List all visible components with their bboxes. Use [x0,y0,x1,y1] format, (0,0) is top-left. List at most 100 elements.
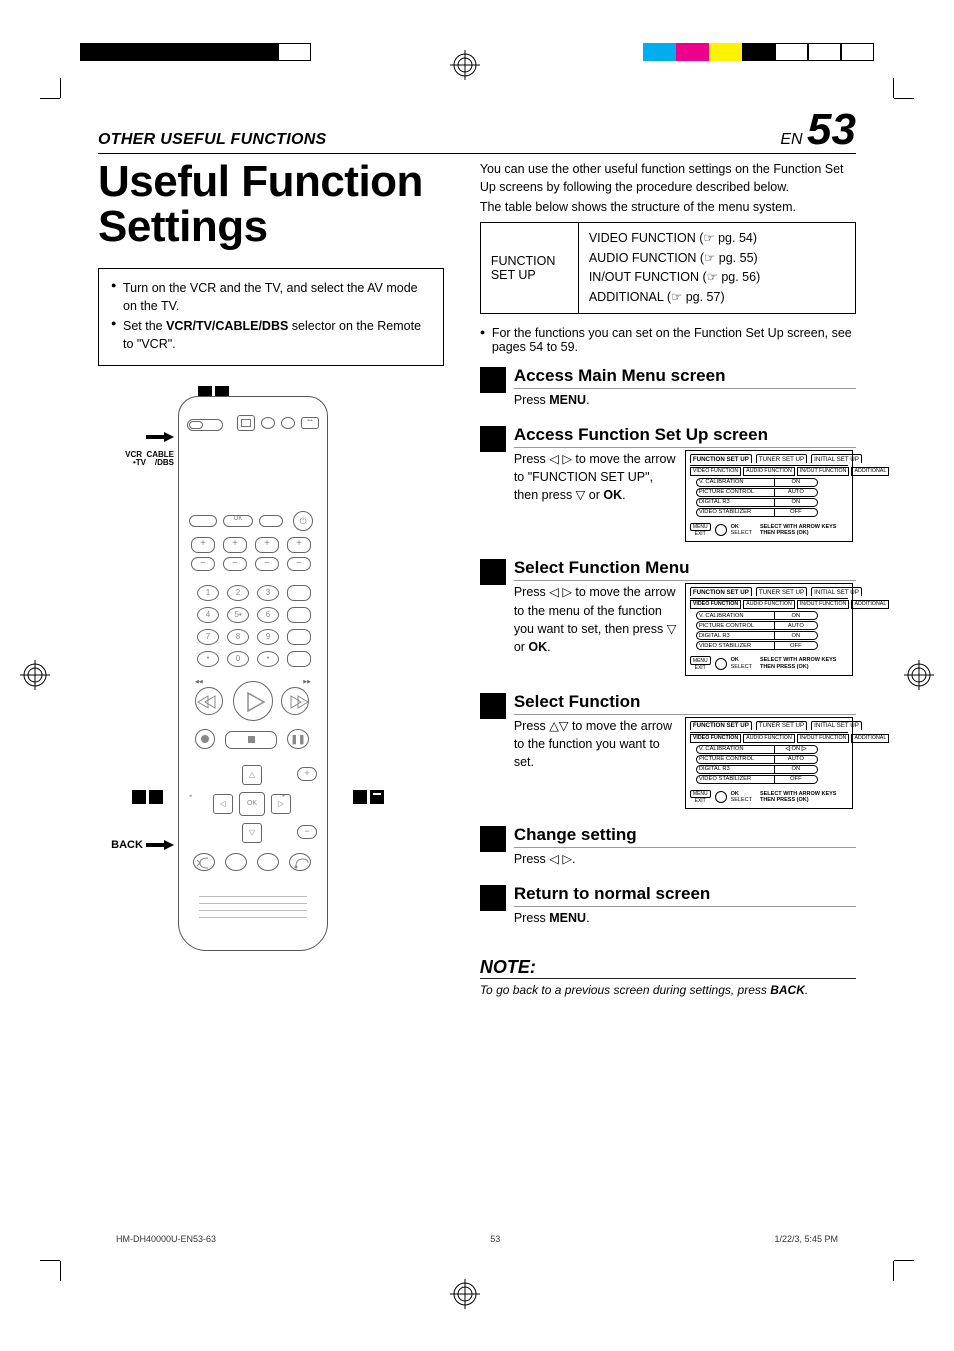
osd-tab: FUNCTION SET UP [690,587,752,596]
remote-button: ••• [301,417,319,429]
nav-square [353,790,367,804]
remote-rec-button [195,729,215,749]
step-title: Return to normal screen [514,884,856,907]
remote-transport-button [195,687,223,715]
structure-item: ADDITIONAL (☞ pg. 57) [589,288,845,307]
page-number-big: 53 [807,105,856,154]
remote-grip [199,890,307,930]
osd-subtab: ADDITIONAL [851,467,889,476]
step: Select Function MenuPress ◁ ▷ to move th… [480,558,856,675]
footer: HM-DH40000U-EN53-63 53 1/22/3, 5:45 PM [116,1234,838,1244]
registration-mark-right [904,660,934,690]
step-number-box [480,885,506,911]
step-number-box [480,559,506,585]
step-desc: Press ◁ ▷ to move the arrow to "FUNCTION… [514,450,679,504]
step: Select FunctionPress △▽ to move the arro… [480,692,856,809]
remote-number-button: 2 [227,585,249,601]
nav-square [149,790,163,804]
page-prefix: EN [780,131,802,148]
nav-square [132,790,146,804]
osd-hint: MENUEXIT OKSELECT SELECT WITH ARROW KEYS… [690,523,848,538]
osd-subtab: VIDEO FUNCTION [690,467,741,476]
remote-button: − [223,557,247,571]
osd-option-row: VIDEO STABILIZEROFF [696,641,842,650]
osd-screenshot: FUNCTION SET UPTUNER SET UPINITIAL SET U… [685,717,853,809]
step-desc: Press △▽ to move the arrow to the functi… [514,717,679,771]
step: Return to normal screenPress MENU. [480,884,856,927]
section-title: OTHER USEFUL FUNCTIONS [98,131,327,149]
page-number: EN 53 [780,112,856,149]
intro-bullet: Turn on the VCR and the TV, and select t… [111,279,431,315]
osd-option-row: PICTURE CONTROLAUTO [696,755,842,764]
step-number-box [480,826,506,852]
osd-screenshot: FUNCTION SET UPTUNER SET UPINITIAL SET U… [685,583,853,675]
step-desc: Press ◁ ▷. [514,850,856,868]
remote-button [287,629,311,645]
remote-back-button [193,853,215,871]
osd-tab: INITIAL SET UP [811,587,862,596]
osd-option-row: DIGITAL R3ON [696,765,842,774]
registration-mark-left [20,660,50,690]
remote-button [225,853,247,871]
nav-square [370,790,384,804]
osd-hint: MENUEXIT OKSELECT SELECT WITH ARROW KEYS… [690,790,848,805]
osd-subtab: ADDITIONAL [851,734,889,743]
bullet-note: For the functions you can set on the Fun… [480,326,856,354]
remote-button: + [297,767,317,781]
osd-subtab: AUDIO FUNCTION [743,734,795,743]
osd-subtab: VIDEO FUNCTION [690,734,741,743]
step-title: Access Function Set Up screen [514,425,856,448]
step: Change settingPress ◁ ▷. [480,825,856,868]
remote-pause-button: ❚❚ [287,729,309,749]
remote-number-button: 3 [257,585,279,601]
remote-button: + [287,537,311,553]
step-title: Select Function [514,692,856,715]
step-number-box [480,367,506,393]
remote-dpad: △ ▽ ◁ ▷ OK [213,765,291,843]
remote-button: + [223,537,247,553]
remote-button: + [191,537,215,553]
remote-selector-label: VCR CABLE •TV /DBS [94,414,174,477]
remote-button [237,415,255,431]
step: Access Main Menu screen Press MENU. [480,366,856,409]
step-number-box [480,693,506,719]
osd-tab: INITIAL SET UP [811,454,862,463]
osd-option-row: V. CALIBRATIONON [696,611,842,620]
step-desc: Press ◁ ▷ to move the arrow to the menu … [514,583,679,656]
remote-button: − [255,557,279,571]
osd-subtab: AUDIO FUNCTION [743,600,795,609]
step-title: Access Main Menu screen [514,366,856,389]
osd-subtab: IN/OUT FUNCTION [797,734,850,743]
remote-label: ▸ [282,793,285,799]
osd-tab: TUNER SET UP [756,454,807,463]
remote-number-button: 0 [227,651,249,667]
step-desc: Press MENU. [514,391,856,409]
remote-button [261,417,275,429]
osd-tab: INITIAL SET UP [811,721,862,730]
step-title: Select Function Menu [514,558,856,581]
osd-subtab: IN/OUT FUNCTION [797,467,850,476]
structure-item: AUDIO FUNCTION (☞ pg. 55) [589,249,845,268]
remote-number-button: 6 [257,607,279,623]
footer-right: 1/22/3, 5:45 PM [774,1234,838,1244]
remote-button: ⏻ [293,511,313,531]
remote-number-button: 4 [197,607,219,623]
structure-item: VIDEO FUNCTION (☞ pg. 54) [589,229,845,248]
osd-subtab: AUDIO FUNCTION [743,467,795,476]
remote-number-button: 8 [227,629,249,645]
registration-mark-top [450,50,480,80]
structure-item: IN/OUT FUNCTION (☞ pg. 56) [589,268,845,287]
osd-option-row: V. CALIBRATION◁ ON ▷ [696,745,842,754]
note-heading: NOTE: [480,957,856,979]
registration-mark-bottom [450,1279,480,1309]
osd-option-row: V. CALIBRATIONON [696,478,842,487]
intro-p2: The table below shows the structure of t… [480,198,856,216]
remote-label: ◀◀ [195,679,203,685]
osd-subtab: IN/OUT FUNCTION [797,600,850,609]
remote-button: − [297,825,317,839]
osd-option-row: PICTURE CONTROLAUTO [696,488,842,497]
remote-button [287,607,311,623]
remote-stop-button [225,731,277,749]
remote-button [281,417,295,429]
remote-number-button: 7 [197,629,219,645]
